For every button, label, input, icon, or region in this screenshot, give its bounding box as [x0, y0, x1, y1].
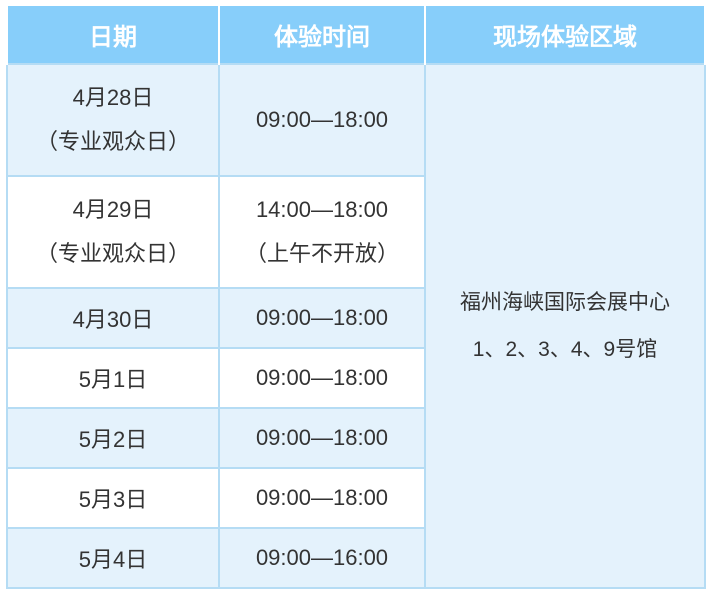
- table-row: 4月28日 （专业观众日） 09:00—18:00 福州海峡国际会展中心 1、2…: [6, 63, 706, 589]
- date-cell: 5月2日: [6, 407, 220, 469]
- venue-name: 福州海峡国际会展中心: [460, 291, 670, 314]
- table-row: 4月30日 09:00—18:00: [6, 287, 705, 349]
- header-date: 日期: [6, 6, 220, 64]
- table-row: 5月1日 09:00—18:00: [6, 347, 705, 409]
- date-cell: 5月4日: [6, 527, 220, 589]
- time-cell: 09:00—18:00: [218, 407, 426, 469]
- header-row: 日期 体验时间 现场体验区域: [6, 6, 706, 64]
- time-cell: 14:00—18:00 （上午不开放）: [218, 175, 426, 289]
- time-cell: 09:00—18:00: [218, 287, 426, 349]
- time-cell: 09:00—18:00: [218, 63, 426, 177]
- date-cell: 4月29日 （专业观众日）: [6, 175, 220, 289]
- date-label: 4月28日: [72, 85, 154, 110]
- date-note: （专业观众日）: [35, 129, 190, 154]
- venue-halls: 1、2、3、4、9号馆: [472, 338, 658, 361]
- date-cell: 5月3日: [6, 467, 220, 529]
- header-venue: 现场体验区域: [424, 6, 706, 64]
- table-row: 5月4日 09:00—16:00: [6, 527, 705, 589]
- venue-cell: 福州海峡国际会展中心 1、2、3、4、9号馆: [424, 63, 706, 589]
- time-cell: 09:00—18:00: [218, 467, 426, 529]
- date-label: 4月29日: [72, 197, 154, 222]
- date-cell: 4月28日 （专业观众日）: [6, 63, 220, 177]
- experience-schedule-table: 日期 体验时间 现场体验区域 4月28日 （专业观众日） 09:00—18:00…: [6, 6, 706, 589]
- table-row: 5月2日 09:00—18:00: [6, 407, 705, 469]
- date-cell: 5月1日: [6, 347, 220, 409]
- time-cell: 09:00—18:00: [218, 347, 426, 409]
- time-cell: 09:00—16:00: [218, 527, 426, 589]
- table-row: 5月3日 09:00—18:00: [6, 467, 705, 529]
- date-cell: 4月30日: [6, 287, 220, 349]
- header-time: 体验时间: [218, 6, 426, 64]
- date-note: （专业观众日）: [35, 241, 190, 266]
- time-note: （上午不开放）: [244, 241, 399, 266]
- time-label: 14:00—18:00: [255, 197, 389, 222]
- table-row: 4月29日 （专业观众日） 14:00—18:00 （上午不开放）: [6, 175, 705, 289]
